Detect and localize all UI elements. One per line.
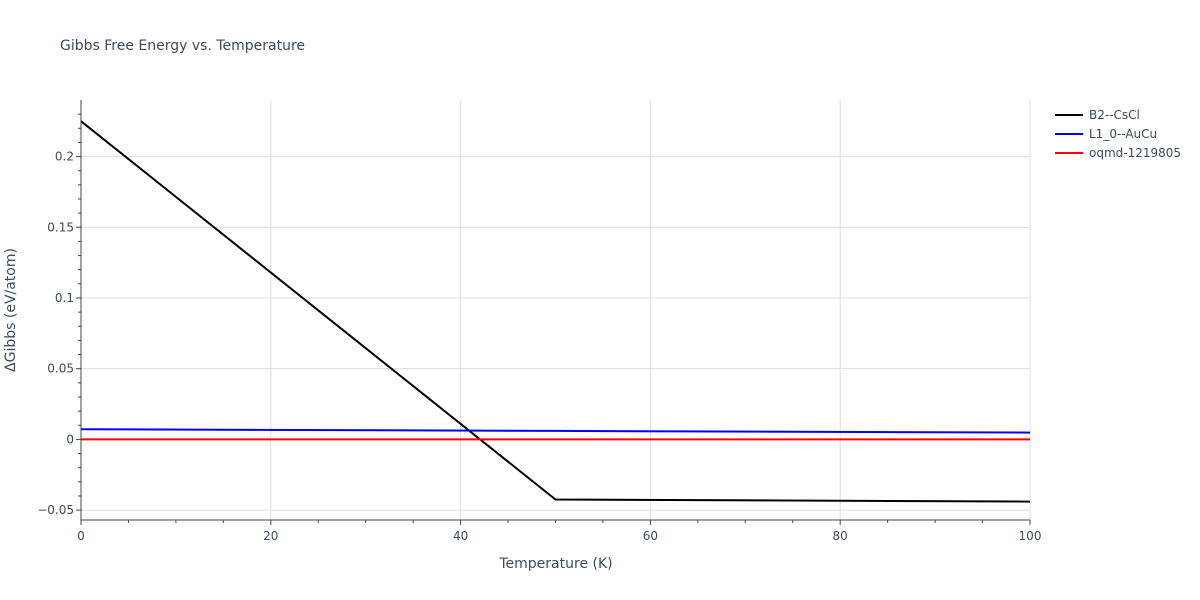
- x-tick-label: 80: [833, 529, 848, 543]
- x-axis-title: Temperature (K): [498, 556, 612, 572]
- legend-label: oqmd-1219805: [1089, 146, 1181, 160]
- y-tick-label: −0.05: [37, 503, 74, 517]
- legend-label: L1_0--AuCu: [1089, 127, 1157, 141]
- y-tick-label: 0.15: [47, 220, 74, 234]
- series-line-1: [81, 429, 1030, 432]
- y-tick-label: 0.05: [47, 362, 74, 376]
- y-tick-label: 0.2: [55, 150, 74, 164]
- series-line-0: [81, 121, 1030, 501]
- chart-title: Gibbs Free Energy vs. Temperature: [60, 38, 305, 54]
- x-tick-label: 60: [643, 529, 658, 543]
- x-tick-label: 40: [453, 529, 468, 543]
- legend-label: B2--CsCl: [1089, 108, 1140, 122]
- y-axis-title: ΔGibbs (eV/atom): [3, 248, 19, 372]
- x-tick-label: 100: [1019, 529, 1042, 543]
- legend: B2--CsCl L1_0--AuCu oqmd-1219805: [1055, 108, 1181, 160]
- x-tick-label: 20: [263, 529, 278, 543]
- series-layer: [81, 121, 1030, 501]
- y-tick-label: 0.1: [55, 291, 74, 305]
- y-tick-label: 0: [66, 432, 74, 446]
- x-tick-label: 0: [77, 529, 85, 543]
- grid-layer: [81, 100, 1030, 520]
